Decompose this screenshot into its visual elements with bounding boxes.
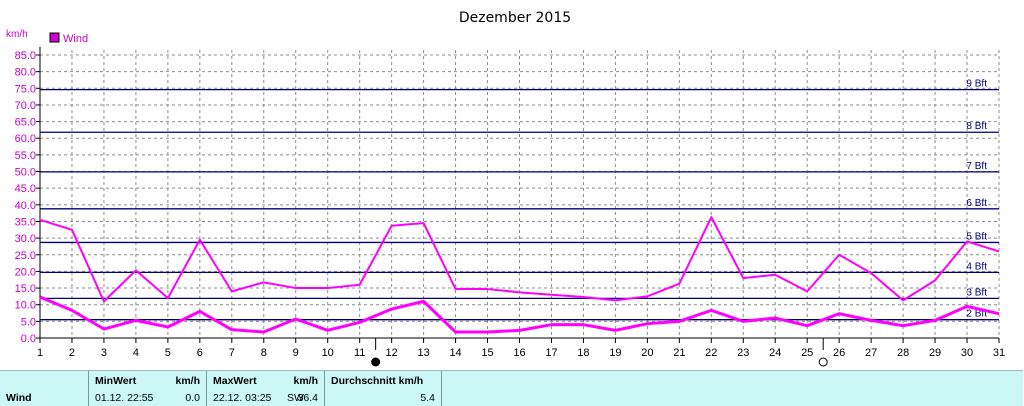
legend-label: Wind bbox=[63, 33, 88, 45]
x-tick-label: 26 bbox=[833, 347, 845, 359]
wind-chart: Dezember 2015 km/h Wind 2 Bft 3 Bft 4 Bft 5… bbox=[6, 10, 1005, 367]
x-tick-label: 25 bbox=[801, 347, 813, 359]
y-tick-label: 0.0 bbox=[21, 333, 36, 345]
max-value: 36.4 bbox=[297, 392, 318, 404]
x-tick-label: 5 bbox=[165, 347, 171, 359]
x-tick-label: 7 bbox=[229, 347, 235, 359]
x-tick-label: 31 bbox=[993, 347, 1005, 359]
x-tick-label: 3 bbox=[101, 347, 107, 359]
beaufort-label: 6 Bft bbox=[966, 198, 987, 209]
y-tick-label: 15.0 bbox=[15, 283, 36, 295]
max-direction: SW bbox=[287, 392, 304, 404]
statistics-bar: Wind MinWert km/h 01.12. 22:55 0.0 MaxWe… bbox=[0, 370, 1023, 406]
x-tick-label: 11 bbox=[354, 347, 365, 359]
wind-gust-line bbox=[39, 216, 1000, 303]
max-header: MaxWert bbox=[213, 375, 257, 387]
y-tick-label: 70.0 bbox=[15, 100, 36, 112]
avg-header: Durchschnitt km/h bbox=[331, 375, 424, 387]
beaufort-label: 5 Bft bbox=[966, 231, 987, 242]
x-tick-label: 13 bbox=[417, 347, 429, 359]
new-moon-icon bbox=[371, 357, 381, 367]
x-tick-label: 21 bbox=[673, 347, 685, 359]
x-tick-label: 20 bbox=[641, 347, 653, 359]
full-moon-icon bbox=[818, 357, 828, 367]
x-tick-label: 22 bbox=[705, 347, 717, 359]
y-tick-label: 50.0 bbox=[15, 167, 36, 179]
x-tick-label: 9 bbox=[293, 347, 299, 359]
chart-title: Dezember 2015 bbox=[459, 10, 571, 26]
stats-row-label: Wind bbox=[6, 392, 32, 404]
x-tick-label: 14 bbox=[449, 347, 461, 359]
y-tick-label: 35.0 bbox=[15, 216, 36, 228]
x-tick-label: 8 bbox=[261, 347, 267, 359]
avg-value: 5.4 bbox=[420, 392, 435, 404]
y-tick-label: 45.0 bbox=[15, 183, 36, 195]
y-axis-unit: km/h bbox=[6, 29, 28, 40]
x-tick-label: 12 bbox=[386, 347, 398, 359]
x-tick-label: 19 bbox=[609, 347, 621, 359]
y-tick-label: 60.0 bbox=[15, 133, 36, 145]
y-tick-label: 25.0 bbox=[15, 250, 36, 262]
x-tick-label: 2 bbox=[69, 347, 75, 359]
max-time: 22.12. 03:25 bbox=[213, 392, 272, 404]
max-cell: MaxWert km/h 22.12. 03:25 SW 36.4 bbox=[206, 371, 324, 406]
y-tick-label: 65.0 bbox=[15, 117, 36, 129]
max-unit: km/h bbox=[293, 375, 318, 387]
beaufort-label: 2 Bft bbox=[966, 309, 987, 320]
beaufort-label: 9 Bft bbox=[966, 79, 987, 90]
y-tick-label: 85.0 bbox=[15, 50, 36, 62]
min-unit: km/h bbox=[175, 375, 200, 387]
x-tick-label: 1 bbox=[37, 347, 43, 359]
x-tick-label: 10 bbox=[322, 347, 334, 359]
x-tick-label: 23 bbox=[737, 347, 749, 359]
y-tick-label: 5.0 bbox=[21, 316, 36, 328]
y-tick-label: 30.0 bbox=[15, 233, 36, 245]
x-tick-label: 16 bbox=[513, 347, 525, 359]
min-header: MinWert bbox=[95, 375, 137, 387]
x-tick-label: 4 bbox=[133, 347, 139, 359]
x-tick-label: 15 bbox=[481, 347, 493, 359]
y-tick-label: 80.0 bbox=[15, 67, 36, 79]
x-tick-label: 6 bbox=[197, 347, 203, 359]
x-tick-label: 18 bbox=[577, 347, 589, 359]
min-value: 0.0 bbox=[185, 392, 200, 404]
y-tick-label: 20.0 bbox=[15, 266, 36, 278]
legend-swatch bbox=[49, 32, 60, 43]
min-cell: MinWert km/h 01.12. 22:55 0.0 bbox=[88, 371, 206, 406]
beaufort-label: 4 Bft bbox=[966, 261, 987, 272]
y-tick-label: 10.0 bbox=[15, 300, 36, 312]
x-tick-label: 29 bbox=[929, 347, 941, 359]
avg-cell: Durchschnitt km/h 5.4 bbox=[324, 371, 442, 406]
wind-average-line bbox=[39, 295, 1000, 334]
x-tick-label: 27 bbox=[865, 347, 877, 359]
x-tick-label: 28 bbox=[897, 347, 909, 359]
x-tick-label: 17 bbox=[545, 347, 557, 359]
min-time: 01.12. 22:55 bbox=[95, 392, 154, 404]
y-tick-label: 75.0 bbox=[15, 83, 36, 95]
y-tick-label: 55.0 bbox=[15, 150, 36, 162]
y-tick-label: 40.0 bbox=[15, 200, 36, 212]
x-tick-label: 30 bbox=[961, 347, 973, 359]
beaufort-label: 3 Bft bbox=[966, 287, 987, 298]
x-tick-label: 24 bbox=[769, 347, 781, 359]
beaufort-label: 8 Bft bbox=[966, 121, 987, 132]
beaufort-label: 7 Bft bbox=[966, 161, 987, 172]
